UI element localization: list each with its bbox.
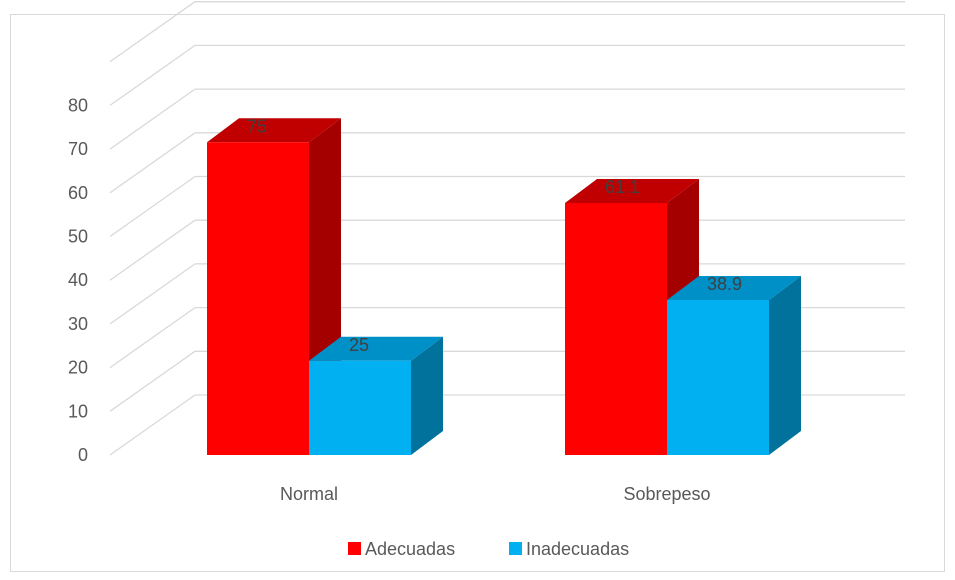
y-tick-label: 30 [68,314,88,334]
legend: Adecuadas Inadecuadas [348,539,629,559]
data-label: 75 [247,116,267,136]
data-label: 61.1 [605,177,640,197]
data-label: 25 [349,335,369,355]
y-tick-label: 40 [68,270,88,290]
y-tick-label: 70 [68,139,88,159]
y-tick-label: 50 [68,227,88,247]
bars [207,118,801,456]
y-tick-label: 60 [68,183,88,203]
legend-item-adecuadas: Adecuadas [348,539,455,559]
y-tick-label: 80 [68,95,88,115]
legend-item-inadecuadas: Inadecuadas [509,539,629,559]
legend-swatch [348,542,361,555]
gridline [109,44,905,106]
x-category-label: Normal [280,484,338,504]
data-labels: 75 25 61.1 38.9 [247,116,742,355]
y-tick-label: 0 [78,445,88,465]
legend-swatch [509,542,522,555]
bar-inadecuadas-normal [309,336,443,455]
legend-label: Adecuadas [365,539,455,559]
y-tick-label: 20 [68,358,88,378]
data-label: 38.9 [707,274,742,294]
bar-inadecuadas-sobrepeso [667,276,801,455]
y-axis-ticks: 0 10 20 30 40 50 60 70 80 [68,95,88,465]
x-axis-categories: Normal Sobrepeso [280,484,711,504]
gridline [109,88,905,150]
bar-adecuadas-normal [207,118,341,455]
gridline [109,1,905,63]
legend-label: Inadecuadas [526,539,629,559]
x-category-label: Sobrepeso [623,484,710,504]
y-tick-label: 10 [68,401,88,421]
